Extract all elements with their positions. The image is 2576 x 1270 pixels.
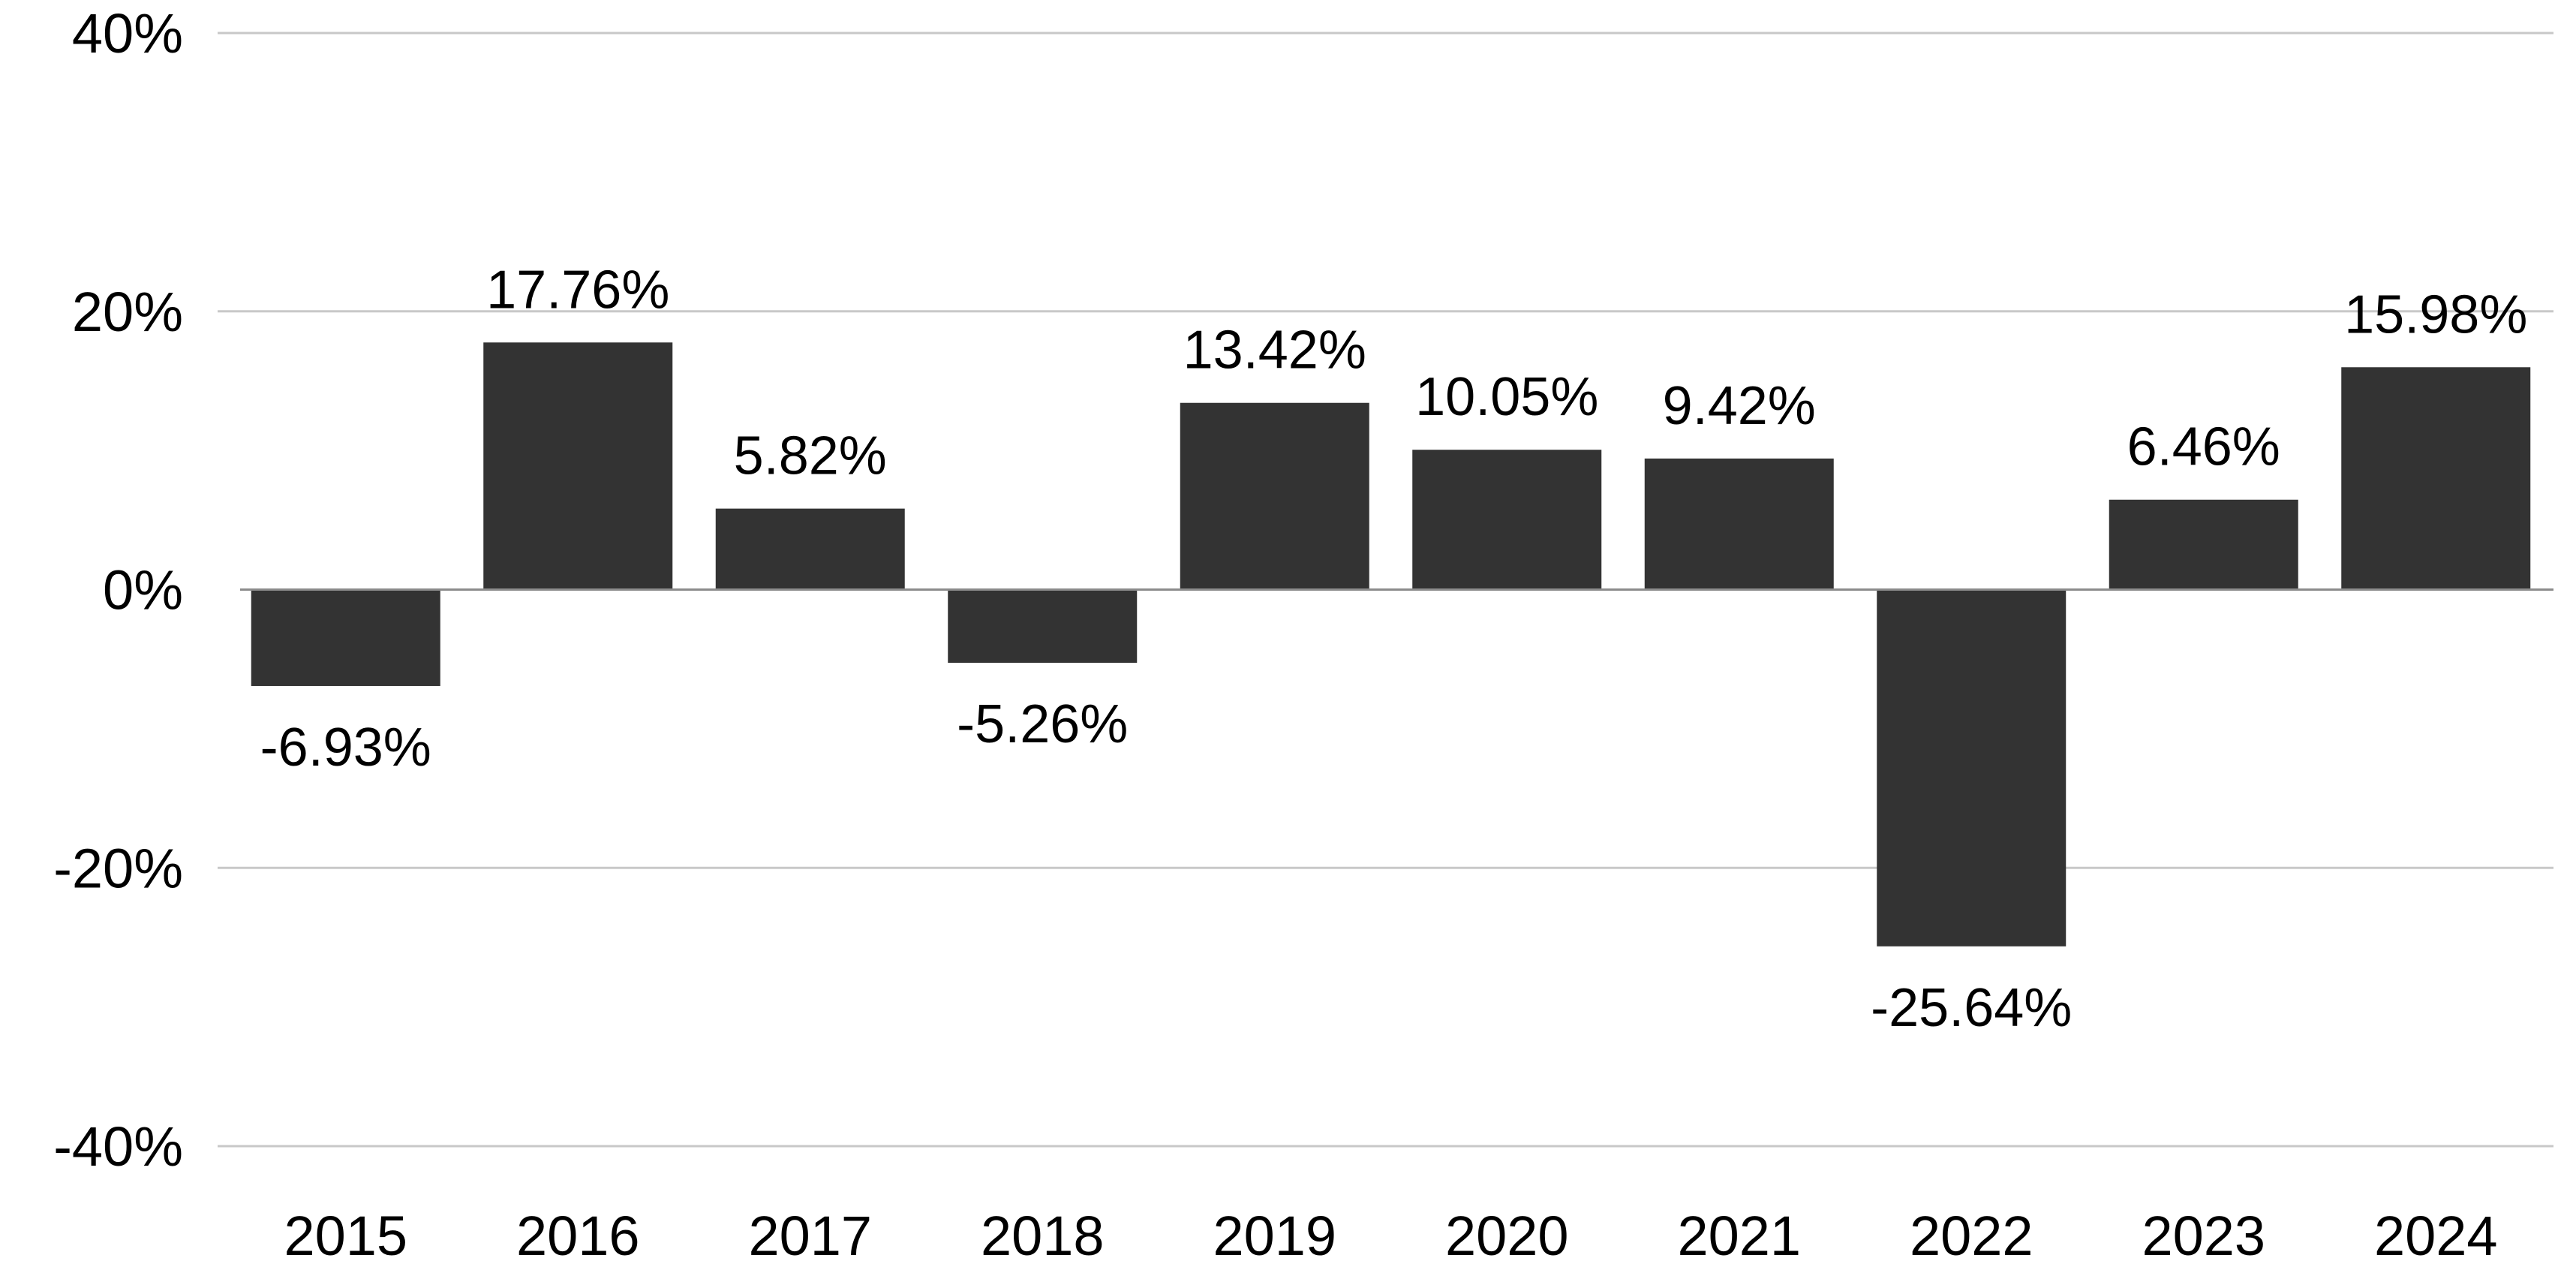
- bar-2023: [2109, 499, 2298, 590]
- bars: [251, 342, 2531, 946]
- data-label: 13.42%: [1183, 321, 1366, 381]
- x-tick-label: 2015: [284, 1205, 407, 1267]
- x-tick-label: 2020: [1445, 1205, 1569, 1267]
- x-tick-label: 2021: [1677, 1205, 1801, 1267]
- x-tick-label: 2018: [981, 1205, 1105, 1267]
- y-axis-ticks: 40% 20% 0% -20% -40%: [53, 2, 183, 1178]
- y-tick-label: 0%: [103, 559, 183, 621]
- bar-2016: [483, 342, 673, 590]
- y-tick-label: -20%: [53, 837, 183, 899]
- data-label: 17.76%: [486, 260, 669, 320]
- y-tick-label: 20%: [72, 281, 183, 343]
- x-tick-label: 2019: [1213, 1205, 1336, 1267]
- bar-2020: [1412, 450, 1602, 590]
- bar-2019: [1180, 402, 1369, 590]
- x-axis-ticks: 2015 2016 2017 2018 2019 2020 2021 2022 2023 2024: [284, 1205, 2497, 1267]
- bar-2017: [715, 508, 905, 590]
- y-tick-label: -40%: [53, 1115, 183, 1178]
- y-tick-label: 40%: [72, 2, 183, 65]
- gridlines: [218, 32, 2553, 1148]
- data-label: 9.42%: [1663, 376, 1816, 436]
- x-tick-label: 2017: [748, 1205, 872, 1267]
- bar-2015: [251, 589, 440, 686]
- x-tick-label: 2023: [2142, 1205, 2265, 1267]
- bar-2022: [1877, 589, 2067, 946]
- data-label: -6.93%: [260, 718, 431, 778]
- bar-2021: [1644, 458, 1834, 590]
- data-label: -5.26%: [957, 694, 1128, 754]
- bar-2018: [948, 589, 1138, 664]
- data-labels: -6.93% 17.76% 5.82% -5.26% 13.42% 10.05% 9.42%…: [260, 260, 2528, 1038]
- x-tick-label: 2022: [1910, 1205, 2033, 1267]
- data-label: 10.05%: [1415, 367, 1598, 427]
- data-label: 5.82%: [734, 426, 887, 486]
- data-label: 6.46%: [2127, 417, 2280, 477]
- x-tick-label: 2024: [2374, 1205, 2498, 1267]
- x-tick-label: 2016: [516, 1205, 640, 1267]
- data-label: -25.64%: [1871, 978, 2072, 1038]
- bar-2024: [2341, 367, 2531, 590]
- data-label: 15.98%: [2344, 284, 2527, 345]
